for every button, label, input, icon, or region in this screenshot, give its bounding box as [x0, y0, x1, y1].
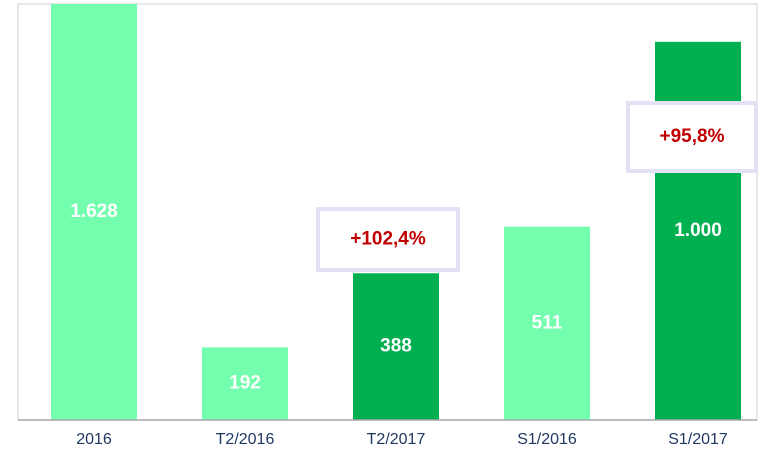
annotation-box	[626, 101, 758, 173]
x-tick-label: T2/2017	[367, 431, 426, 448]
value-label: 192	[229, 373, 261, 394]
x-tick-label: S1/2017	[668, 431, 728, 448]
bar	[202, 347, 288, 420]
value-label: 1.000	[674, 220, 722, 241]
bar	[353, 273, 439, 420]
value-label: 1.628	[70, 201, 118, 222]
value-label: 388	[380, 336, 412, 357]
x-tick-label: S1/2016	[517, 431, 577, 448]
annotation-box	[316, 207, 460, 272]
annotation: +95,8%	[660, 126, 725, 147]
x-tick-label: 2016	[76, 431, 112, 448]
x-tick-label: T2/2016	[216, 431, 275, 448]
annotation: +102,4%	[350, 229, 426, 250]
bar	[51, 4, 137, 420]
bar	[504, 226, 590, 420]
value-label: 511	[532, 312, 563, 333]
